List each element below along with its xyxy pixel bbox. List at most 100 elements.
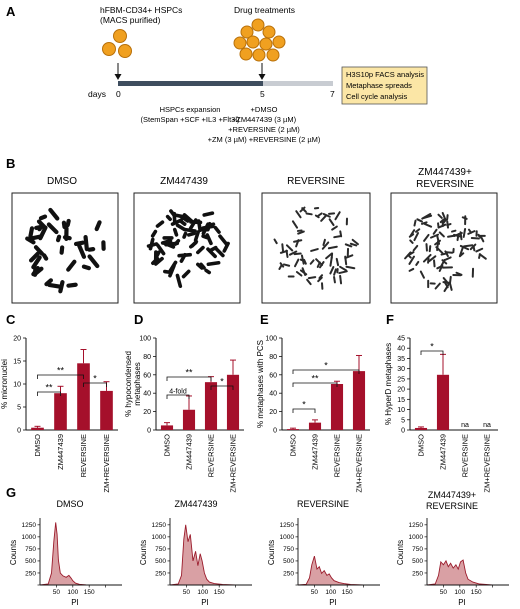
histogram-zm447439: ZM447439 250 500 750 1000 1250 50 100 150 PI Count…	[139, 499, 252, 607]
chromosome	[146, 242, 159, 248]
spread-title-combo-line1: ZM447439+	[418, 167, 472, 178]
chromosome	[335, 257, 340, 267]
chromosome	[59, 245, 65, 255]
bar	[308, 422, 322, 430]
chromosome	[190, 239, 199, 248]
x-tick-label: 50	[311, 589, 319, 596]
y-tick-label: 60	[143, 372, 151, 379]
chromosome	[94, 220, 102, 232]
x-axis-label: PI	[458, 598, 466, 607]
chromosome	[478, 253, 481, 259]
bar	[352, 371, 366, 430]
chromosome	[349, 242, 358, 247]
x-tick-label: 150	[214, 589, 225, 596]
chromosome	[331, 225, 338, 231]
chromosome	[316, 261, 321, 268]
y-tick-label: 15	[13, 359, 21, 366]
chromosome	[58, 280, 65, 294]
panel-label-f: F	[386, 312, 394, 327]
chromosome	[453, 232, 463, 237]
chromosome	[446, 223, 452, 227]
chromosome	[444, 256, 452, 261]
significance-bracket	[166, 394, 190, 399]
chromosome	[181, 269, 191, 279]
chromosome	[172, 227, 179, 237]
panel-label-g: G	[6, 485, 16, 500]
chromosome	[440, 252, 448, 256]
chromosome	[62, 235, 72, 241]
timeline-panel: hFBM-CD34+ HSPCs (MACS purified) Drug tr…	[88, 5, 428, 144]
bar	[182, 409, 196, 430]
chromosome	[413, 219, 417, 227]
chromosome	[438, 231, 445, 238]
chromosome	[339, 265, 348, 272]
chromosome	[170, 218, 183, 226]
significance-label: *	[302, 400, 306, 410]
y-tick-label: 80	[269, 354, 277, 361]
chromosome	[413, 232, 420, 242]
chromosome	[295, 271, 303, 277]
bar	[226, 374, 240, 430]
y-tick-label: 500	[25, 558, 36, 565]
chromosome	[317, 276, 323, 283]
category-label: ZM447439	[311, 434, 320, 470]
category-label: REVERSINE	[79, 434, 88, 477]
histogram-title: REVERSINE	[426, 501, 478, 511]
chromosome	[48, 207, 60, 221]
histogram-area	[297, 555, 380, 586]
na-label: na	[461, 422, 469, 429]
y-tick-label: 25	[397, 376, 405, 383]
histogram-title: REVERSINE	[297, 499, 349, 509]
chromosome	[151, 256, 160, 265]
y-tick-label: 40	[269, 391, 277, 398]
chromosome	[422, 214, 433, 220]
chromosome	[467, 230, 476, 235]
panel-label-d: D	[134, 312, 143, 327]
drug-treatments-label: Drug treatments	[234, 5, 295, 15]
chromosome	[407, 254, 412, 259]
chromosome	[441, 211, 446, 219]
y-tick-label: 500	[155, 558, 166, 565]
chromosome	[427, 279, 430, 289]
category-label: ZM+REVERSINE	[483, 434, 492, 493]
y-axis-label-line: % hypocondensed	[124, 351, 133, 417]
chromosome	[437, 213, 443, 219]
y-tick-label: 0	[147, 428, 151, 435]
spread-title-zm: ZM447439	[160, 176, 208, 187]
chromosome	[66, 282, 78, 288]
significance-bracket	[83, 382, 107, 387]
bar	[31, 427, 44, 430]
chromosome	[206, 222, 216, 228]
chromosome	[282, 263, 291, 267]
chromosome	[150, 229, 158, 238]
chromosome	[317, 212, 323, 217]
chromosome	[432, 228, 438, 235]
chromosome	[462, 227, 467, 238]
histogram-combo: ZM447439+REVERSINE 250 500 750 1000 1250 50 100…	[396, 490, 509, 607]
chromosome	[464, 215, 467, 226]
chromosome	[155, 250, 161, 258]
category-label: REVERSINE	[333, 434, 342, 477]
category-label: ZM+REVERSINE	[355, 434, 364, 493]
chromosome	[455, 271, 463, 276]
chromosome	[305, 212, 313, 216]
significance-label: **	[311, 374, 319, 384]
chromosome	[199, 262, 206, 270]
chromosome	[428, 255, 437, 263]
histogram-area	[169, 524, 252, 586]
y-tick-label: 100	[265, 336, 277, 343]
chromosome	[87, 254, 100, 269]
chromosome	[81, 264, 91, 271]
category-label: DMSO	[289, 434, 298, 457]
timeline-expansion-bar	[118, 81, 263, 86]
y-axis-label: % HyperD metaphases	[384, 343, 393, 425]
x-tick-label: 150	[84, 589, 95, 596]
chromosome	[300, 254, 305, 265]
y-axis-label: Counts	[396, 540, 405, 565]
chromosome	[47, 282, 63, 289]
chromosome	[459, 244, 470, 251]
y-tick-label: 1000	[409, 534, 424, 541]
y-tick-label: 750	[25, 546, 36, 553]
panel-label-e: E	[260, 312, 269, 327]
chromosome	[153, 256, 164, 266]
